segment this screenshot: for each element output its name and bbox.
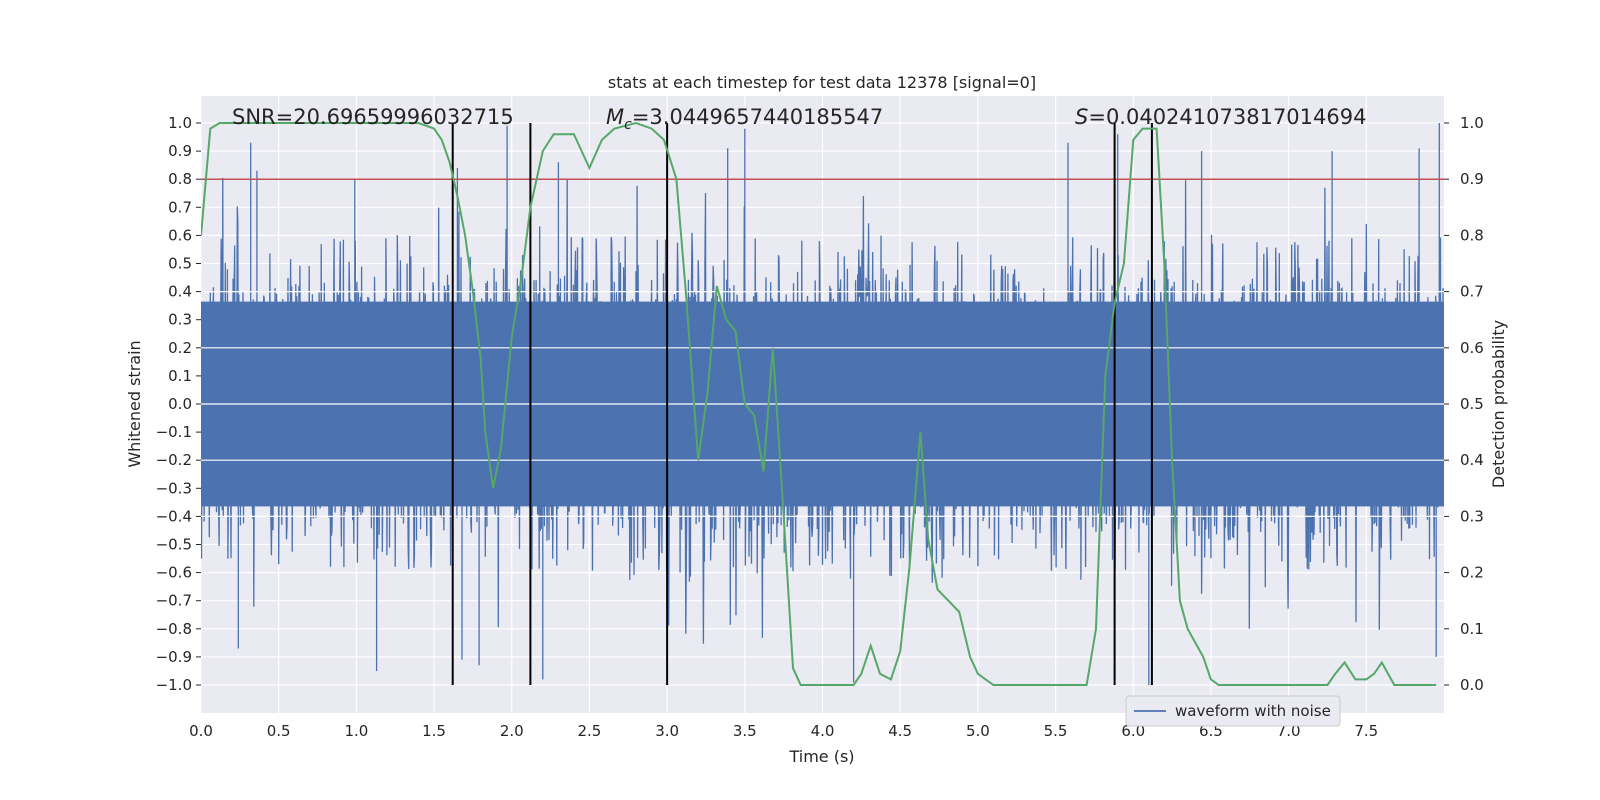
chirp-mass-subscript: c <box>624 117 632 133</box>
y-tick-label: 0.3 <box>168 311 192 329</box>
x-tick-label: 2.0 <box>500 722 524 740</box>
y2-tick-label: 0.6 <box>1460 339 1484 357</box>
y2-tick-label: 0.9 <box>1460 170 1484 188</box>
y-tick-label: 0.5 <box>168 255 192 273</box>
y-tick-label: 0.8 <box>168 170 192 188</box>
y-tick-label: 0.2 <box>168 339 192 357</box>
chirp-mass-value: =3.0449657440185547 <box>632 105 883 129</box>
legend: waveform with noise <box>1125 695 1341 727</box>
y-tick-label: −0.3 <box>156 479 192 497</box>
x-tick-label: 0.0 <box>189 722 213 740</box>
s-symbol: S <box>1075 105 1088 129</box>
y2-tick-label: 0.8 <box>1460 226 1484 244</box>
y-tick-label: 0.9 <box>168 142 192 160</box>
x-tick-label: 3.0 <box>655 722 679 740</box>
y2-tick-label: 0.4 <box>1460 451 1484 469</box>
y-tick-label: −0.5 <box>156 536 192 554</box>
x-tick-label: 2.5 <box>578 722 602 740</box>
y-tick-label: −0.2 <box>156 451 192 469</box>
y2-tick-label: 1.0 <box>1460 114 1484 132</box>
x-axis-label: Time (s) <box>788 747 854 766</box>
x-tick-label: 4.0 <box>811 722 835 740</box>
y2-tick-label: 0.3 <box>1460 507 1484 525</box>
waveform-series-line <box>201 123 1444 685</box>
y-tick-label: 1.0 <box>168 114 192 132</box>
s-annotation: S=0.040241073817014694 <box>1075 105 1366 129</box>
y2-tick-label: 0.1 <box>1460 620 1484 638</box>
y-tick-label: 0.0 <box>168 395 192 413</box>
grid-overlay <box>201 291 1444 518</box>
chart-title: stats at each timestep for test data 123… <box>608 73 1036 92</box>
y-tick-label: −0.4 <box>156 507 192 525</box>
y-tick-label: −0.9 <box>156 648 192 666</box>
x-tick-label: 7.5 <box>1354 722 1378 740</box>
x-tick-label: 5.5 <box>1044 722 1068 740</box>
s-value: =0.040241073817014694 <box>1088 105 1366 129</box>
y-tick-label: −0.1 <box>156 423 192 441</box>
y2-tick-label: 0.5 <box>1460 395 1484 413</box>
snr-annotation: SNR=20.69659996032715 <box>232 105 514 129</box>
y2-tick-label: 0.7 <box>1460 283 1484 301</box>
x-tick-label: 4.5 <box>888 722 912 740</box>
x-tick-label: 5.0 <box>966 722 990 740</box>
detection-probability-line <box>201 121 1437 686</box>
x-tick-label: 3.5 <box>733 722 757 740</box>
y-tick-label: 0.4 <box>168 283 192 301</box>
y-tick-label: 0.7 <box>168 198 192 216</box>
y-axis-ticks: 1.0 0.9 0.8 0.7 0.6 0.5 0.4 0.3 0.2 0.1 0.0 −0.1 −0.… <box>156 114 201 694</box>
y2-tick-label: 0.2 <box>1460 564 1484 582</box>
y-tick-label: −0.7 <box>156 592 192 610</box>
y2-tick-label: 0.0 <box>1460 676 1484 694</box>
y-tick-label: −1.0 <box>156 676 192 694</box>
x-tick-label: 0.5 <box>267 722 291 740</box>
x-tick-label: 1.5 <box>422 722 446 740</box>
y-tick-label: 0.1 <box>168 367 192 385</box>
legend-label: waveform with noise <box>1175 702 1331 720</box>
y2-axis-ticks: 1.0 0.9 0.8 0.7 0.6 0.5 0.4 0.3 0.2 0.1 0.0 <box>1444 114 1484 694</box>
y-tick-label: −0.6 <box>156 564 192 582</box>
y-tick-label: −0.8 <box>156 620 192 638</box>
x-tick-label: 1.0 <box>344 722 368 740</box>
y2-axis-label: Detection probability <box>1489 320 1508 488</box>
chirp-mass-annotation: Mc=3.0449657440185547 <box>606 105 883 133</box>
vertical-markers <box>451 123 1153 685</box>
chirp-mass-symbol: M <box>606 105 624 129</box>
legend-box <box>1125 695 1341 727</box>
y-tick-label: 0.6 <box>168 226 192 244</box>
y-axis-label: Whitened strain <box>125 340 144 467</box>
